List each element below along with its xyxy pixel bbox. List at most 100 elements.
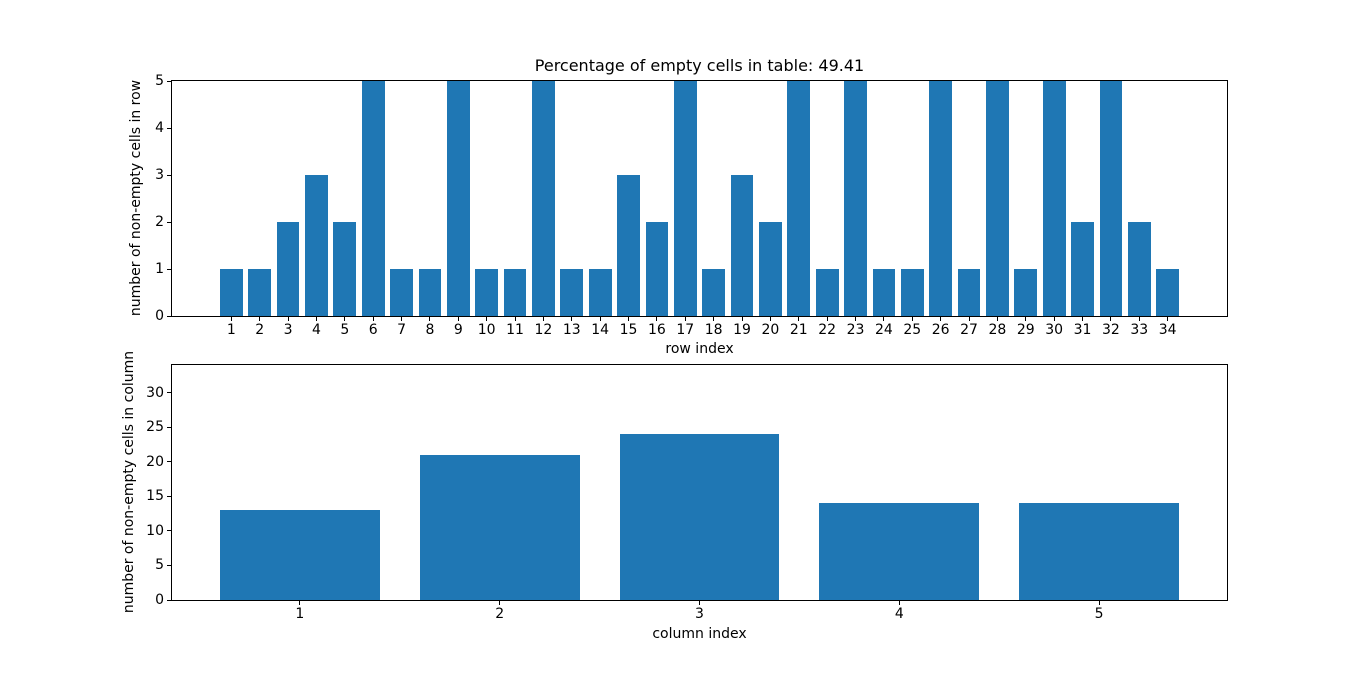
row-chart-x-tick-label-8: 8 (425, 322, 435, 338)
row-chart-x-tick (287, 317, 289, 321)
row-chart-x-tick-label-17: 17 (676, 322, 695, 338)
row-chart-y-tick (167, 80, 171, 82)
row-chart-x-tick (656, 317, 658, 321)
row-chart-x-tick (769, 317, 771, 321)
row-chart-x-tick-label-4: 4 (311, 322, 321, 338)
row-chart-bar-34 (1156, 269, 1180, 316)
column-chart-bar-3 (619, 434, 780, 600)
row-chart-y-tick-label-3: 3 (155, 167, 164, 183)
row-chart-x-tick (883, 317, 885, 321)
column-chart-x-tick-label-5: 5 (1094, 606, 1104, 622)
row-chart-bar-9 (446, 81, 470, 316)
row-chart-x-tick (1167, 317, 1169, 321)
row-chart-x-tick-label-5: 5 (340, 322, 350, 338)
row-chart-x-tick (457, 317, 459, 321)
row-chart-x-tick (230, 317, 232, 321)
row-chart-x-tick-label-22: 22 (818, 322, 837, 338)
row-chart-x-tick (514, 317, 516, 321)
column-chart-y-tick-label-10: 10 (146, 522, 164, 539)
row-chart-x-tick (996, 317, 998, 321)
row-chart-x-tick (911, 317, 913, 321)
row-chart-bar-27 (957, 269, 981, 316)
row-chart-x-tick-label-19: 19 (733, 322, 751, 338)
row-chart-bar-5 (333, 222, 357, 316)
column-chart-bar-5 (1019, 503, 1180, 600)
row-chart-bar-6 (361, 81, 385, 316)
column-chart-x-tick (499, 601, 501, 605)
column-chart-y-tick (167, 564, 171, 566)
row-chart-x-tick-label-3: 3 (283, 322, 293, 338)
column-chart-bar-4 (819, 503, 980, 600)
column-chart-y-tick-label-20: 20 (146, 453, 164, 470)
row-chart-y-tick-label-2: 2 (155, 214, 164, 230)
column-chart-y-tick (167, 461, 171, 463)
column-chart-x-tick (1098, 601, 1100, 605)
row-chart-y-tick-label-5: 5 (155, 73, 164, 89)
row-chart-x-tick-label-15: 15 (619, 322, 638, 338)
column-chart-y-tick (167, 530, 171, 532)
row-chart-x-tick-label-23: 23 (846, 322, 865, 338)
row-chart-y-tick (167, 174, 171, 176)
column-chart-x-tick (299, 601, 301, 605)
row-chart-y-tick (167, 221, 171, 223)
column-chart-y-tick (167, 392, 171, 394)
row-chart-bar-12 (532, 81, 555, 316)
row-chart-x-tick (855, 317, 857, 321)
row-chart-x-tick (542, 317, 544, 321)
row-chart-x-tick-label-16: 16 (648, 322, 666, 338)
row-chart-bar-22 (815, 269, 839, 316)
row-chart-x-tick (628, 317, 630, 321)
row-chart-x-tick-label-29: 29 (1016, 322, 1035, 338)
row-chart-axes (171, 80, 1228, 317)
row-chart-bar-10 (475, 269, 499, 316)
column-chart-y-tick (167, 599, 171, 601)
row-chart-x-tick-label-2: 2 (255, 322, 265, 338)
column-chart-y-tick (167, 426, 171, 428)
row-chart-x-tick-label-31: 31 (1073, 322, 1092, 338)
row-chart-bar-33 (1127, 222, 1151, 316)
row-chart-x-tick (1082, 317, 1084, 321)
row-chart-x-tick-label-28: 28 (988, 322, 1007, 338)
row-chart-x-tick (968, 317, 970, 321)
row-chart-x-tick (401, 317, 403, 321)
row-chart-x-tick-label-6: 6 (368, 322, 378, 338)
column-chart-x-tick-label-3: 3 (695, 606, 704, 622)
row-chart-x-tick-label-33: 33 (1130, 322, 1149, 338)
row-chart-y-tick-label-0: 0 (155, 308, 164, 324)
column-chart-x-tick-label-1: 1 (295, 606, 305, 622)
row-chart-x-tick-label-34: 34 (1158, 322, 1177, 338)
column-chart-xlabel: column index (652, 626, 747, 642)
row-chart-bar-18 (702, 269, 726, 316)
row-chart-x-tick (259, 317, 261, 321)
row-chart-bar-1 (219, 269, 243, 316)
row-chart-y-tick-label-1: 1 (155, 261, 164, 277)
row-chart-ylabel: number of non-empty cells in row (128, 79, 144, 317)
row-chart-bar-21 (787, 81, 811, 316)
row-chart-x-tick-label-13: 13 (562, 322, 581, 338)
row-chart-x-tick-label-9: 9 (453, 322, 463, 338)
row-chart-bar-31 (1071, 222, 1094, 316)
row-chart-x-tick-label-25: 25 (903, 322, 922, 338)
row-chart-x-tick-label-7: 7 (397, 322, 406, 338)
row-chart-y-tick (167, 127, 171, 129)
row-chart-bar-23 (844, 81, 867, 316)
row-chart-x-tick-label-10: 10 (477, 322, 496, 338)
column-chart-x-tick (699, 601, 700, 605)
column-chart-y-tick-label-30: 30 (146, 384, 164, 401)
row-chart-bar-16 (645, 222, 669, 316)
column-chart-y-tick-label-5: 5 (155, 557, 164, 574)
column-chart-y-tick-label-25: 25 (146, 419, 164, 436)
column-chart-bar-1 (219, 510, 380, 600)
row-chart-bar-7 (390, 269, 413, 316)
row-chart-xlabel: row index (665, 341, 734, 357)
row-chart-bar-4 (305, 175, 328, 316)
row-chart-x-tick-label-27: 27 (960, 322, 978, 338)
row-chart-bar-19 (730, 175, 754, 316)
row-chart-x-tick (940, 317, 942, 321)
row-chart-bar-14 (588, 269, 612, 316)
row-chart-bar-2 (248, 269, 272, 316)
row-chart-x-tick-label-20: 20 (761, 322, 780, 338)
row-chart-x-tick (684, 317, 686, 321)
column-chart-y-tick-label-0: 0 (155, 592, 164, 608)
